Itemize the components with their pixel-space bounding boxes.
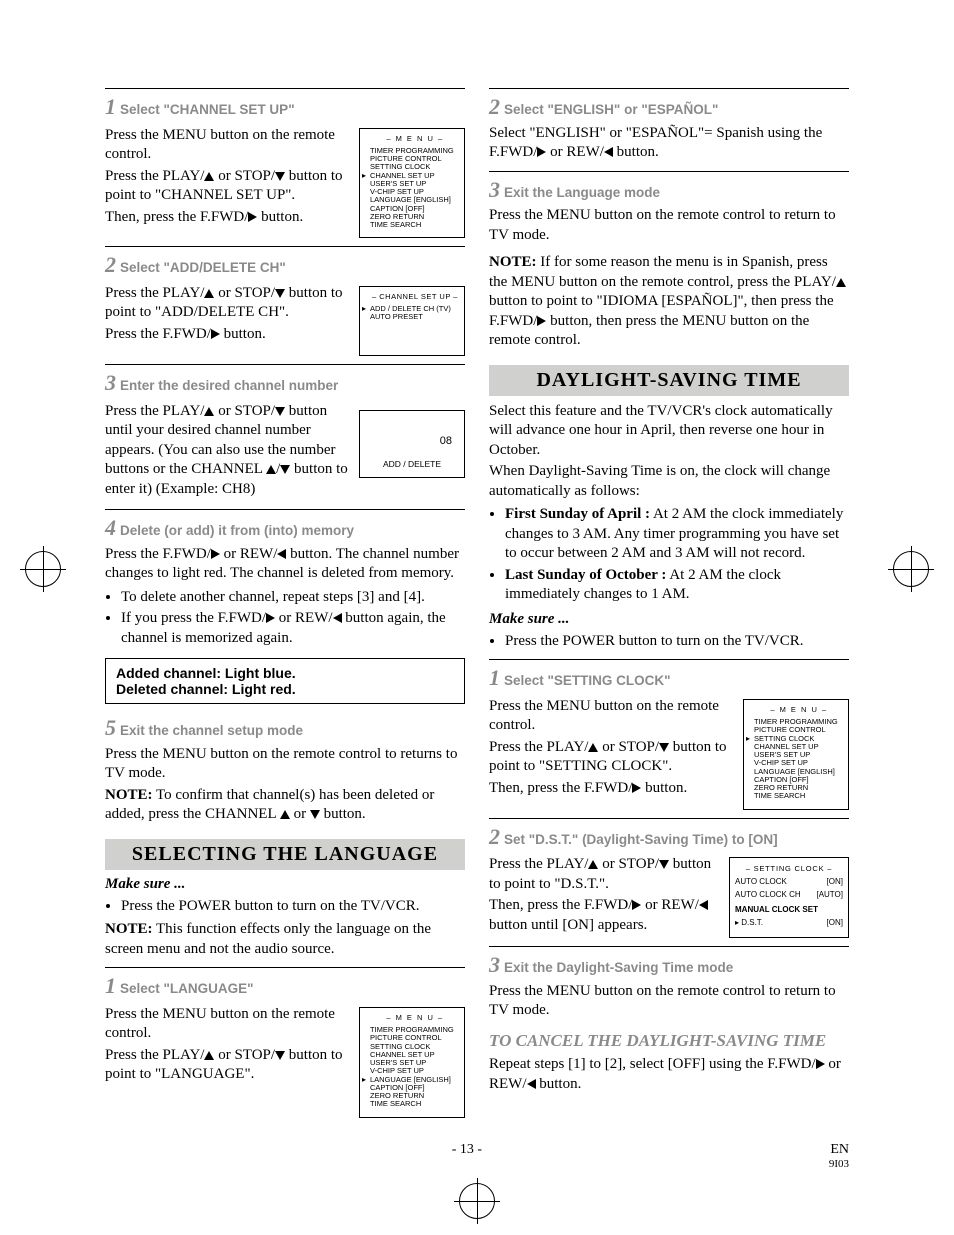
left-step3-head: 3Enter the desired channel number bbox=[105, 369, 465, 398]
dst-heading: DAYLIGHT-SAVING TIME bbox=[489, 365, 849, 396]
left-step5-head: 5Exit the channel setup mode bbox=[105, 714, 465, 743]
lang-ms-list: Press the POWER button to turn on the TV… bbox=[105, 897, 465, 917]
dst-step2-head: 2Set "D.S.T." (Daylight-Saving Time) to … bbox=[489, 823, 849, 852]
right-step3-p1: Press the MENU button on the remote cont… bbox=[489, 206, 849, 245]
osd-add-delete: 08 ADD / DELETE bbox=[359, 410, 465, 478]
lang-note: NOTE: This function effects only the lan… bbox=[105, 920, 465, 959]
lang-step1-p2: Press the PLAY/ or STOP/ button to point… bbox=[105, 1046, 349, 1085]
left-step5-note: NOTE: To confirm that channel(s) has bee… bbox=[105, 786, 465, 825]
page-number: - 13 - bbox=[452, 1142, 482, 1170]
dst-step2-p2: Then, press the F.FWD/ or REW/ button un… bbox=[489, 896, 719, 935]
osd-channel-setup: – CHANNEL SET UP – ▸ADD / DELETE CH (TV)… bbox=[359, 286, 465, 356]
left-step5-p1: Press the MENU button on the remote cont… bbox=[105, 745, 465, 784]
dst-step3-head: 3Exit the Daylight-Saving Time mode bbox=[489, 951, 849, 980]
lang-step1-head: 1Select "LANGUAGE" bbox=[105, 972, 465, 1001]
dst-step1-head: 1Select "SETTING CLOCK" bbox=[489, 664, 849, 693]
lang-step1-p1: Press the MENU button on the remote cont… bbox=[105, 1005, 349, 1044]
right-lang-note: NOTE: If for some reason the menu is in … bbox=[489, 253, 849, 351]
left-step1-p3: Then, press the F.FWD/ button. bbox=[105, 208, 349, 228]
right-step2-head: 2Select "ENGLISH" or "ESPAÑOL" bbox=[489, 93, 849, 122]
left-step1-head: 1Select "CHANNEL SET UP" bbox=[105, 93, 465, 122]
crop-mark-right bbox=[888, 546, 934, 592]
right-step3-head: 3Exit the Language mode bbox=[489, 176, 849, 205]
selecting-language-heading: SELECTING THE LANGUAGE bbox=[105, 839, 465, 870]
dst-step1-p3: Then, press the F.FWD/ button. bbox=[489, 779, 733, 799]
dst-intro1: Select this feature and the TV/VCR's clo… bbox=[489, 402, 849, 461]
dst-step3-p1: Press the MENU button on the remote cont… bbox=[489, 982, 849, 1021]
left-step4-head: 4Delete (or add) it from (into) memory bbox=[105, 514, 465, 543]
osd-menu-lang: – M E N U – TIMER PROGRAMMINGPICTURE CON… bbox=[359, 1007, 465, 1118]
osd-menu-dst: – M E N U – TIMER PROGRAMMINGPICTURE CON… bbox=[743, 699, 849, 810]
crop-mark-left bbox=[20, 546, 66, 592]
dst-step1-p1: Press the MENU button on the remote cont… bbox=[489, 697, 733, 736]
page-footer: - 13 - EN 9I03 bbox=[105, 1142, 849, 1170]
left-step3-p1: Press the PLAY/ or STOP/ button until yo… bbox=[105, 402, 349, 500]
right-step2-p1: Select "ENGLISH" or "ESPAÑOL"= Spanish u… bbox=[489, 124, 849, 163]
osd-setting-clock: – SETTING CLOCK – AUTO CLOCK[ON] AUTO CL… bbox=[729, 857, 849, 938]
cancel-dst-heading: TO CANCEL THE DAYLIGHT-SAVING TIME bbox=[489, 1031, 849, 1051]
left-step1-p2: Press the PLAY/ or STOP/ button to point… bbox=[105, 167, 349, 206]
crop-mark-bottom bbox=[454, 1178, 500, 1224]
lang-makesure: Make sure ... bbox=[105, 876, 465, 893]
dst-ms-list: Press the POWER button to turn on the TV… bbox=[489, 632, 849, 652]
page: 1Select "CHANNEL SET UP" Press the MENU … bbox=[0, 0, 954, 1230]
footer-code: 9I03 bbox=[829, 1158, 849, 1170]
dst-step1-p2: Press the PLAY/ or STOP/ button to point… bbox=[489, 738, 733, 777]
left-step4-list: To delete another channel, repeat steps … bbox=[105, 588, 465, 649]
left-step2-p2: Press the F.FWD/ button. bbox=[105, 325, 349, 345]
left-column: 1Select "CHANNEL SET UP" Press the MENU … bbox=[105, 80, 465, 1118]
footer-lang: EN bbox=[830, 1142, 849, 1157]
channel-color-box: Added channel: Light blue. Deleted chann… bbox=[105, 658, 465, 704]
left-step1-p1: Press the MENU button on the remote cont… bbox=[105, 126, 349, 165]
dst-step2-p1: Press the PLAY/ or STOP/ button to point… bbox=[489, 855, 719, 894]
cancel-dst-p1: Repeat steps [1] to [2], select [OFF] us… bbox=[489, 1055, 849, 1094]
left-step2-head: 2Select "ADD/DELETE CH" bbox=[105, 251, 465, 280]
left-step2-p1: Press the PLAY/ or STOP/ button to point… bbox=[105, 284, 349, 323]
osd-menu-1: – M E N U – TIMER PROGRAMMINGPICTURE CON… bbox=[359, 128, 465, 239]
left-step4-p1: Press the F.FWD/ or REW/ button. The cha… bbox=[105, 545, 465, 584]
dst-makesure: Make sure ... bbox=[489, 611, 849, 628]
right-column: 2Select "ENGLISH" or "ESPAÑOL" Select "E… bbox=[489, 80, 849, 1118]
dst-intro2: When Daylight-Saving Time is on, the clo… bbox=[489, 462, 849, 501]
dst-list: First Sunday of April : At 2 AM the cloc… bbox=[489, 505, 849, 605]
